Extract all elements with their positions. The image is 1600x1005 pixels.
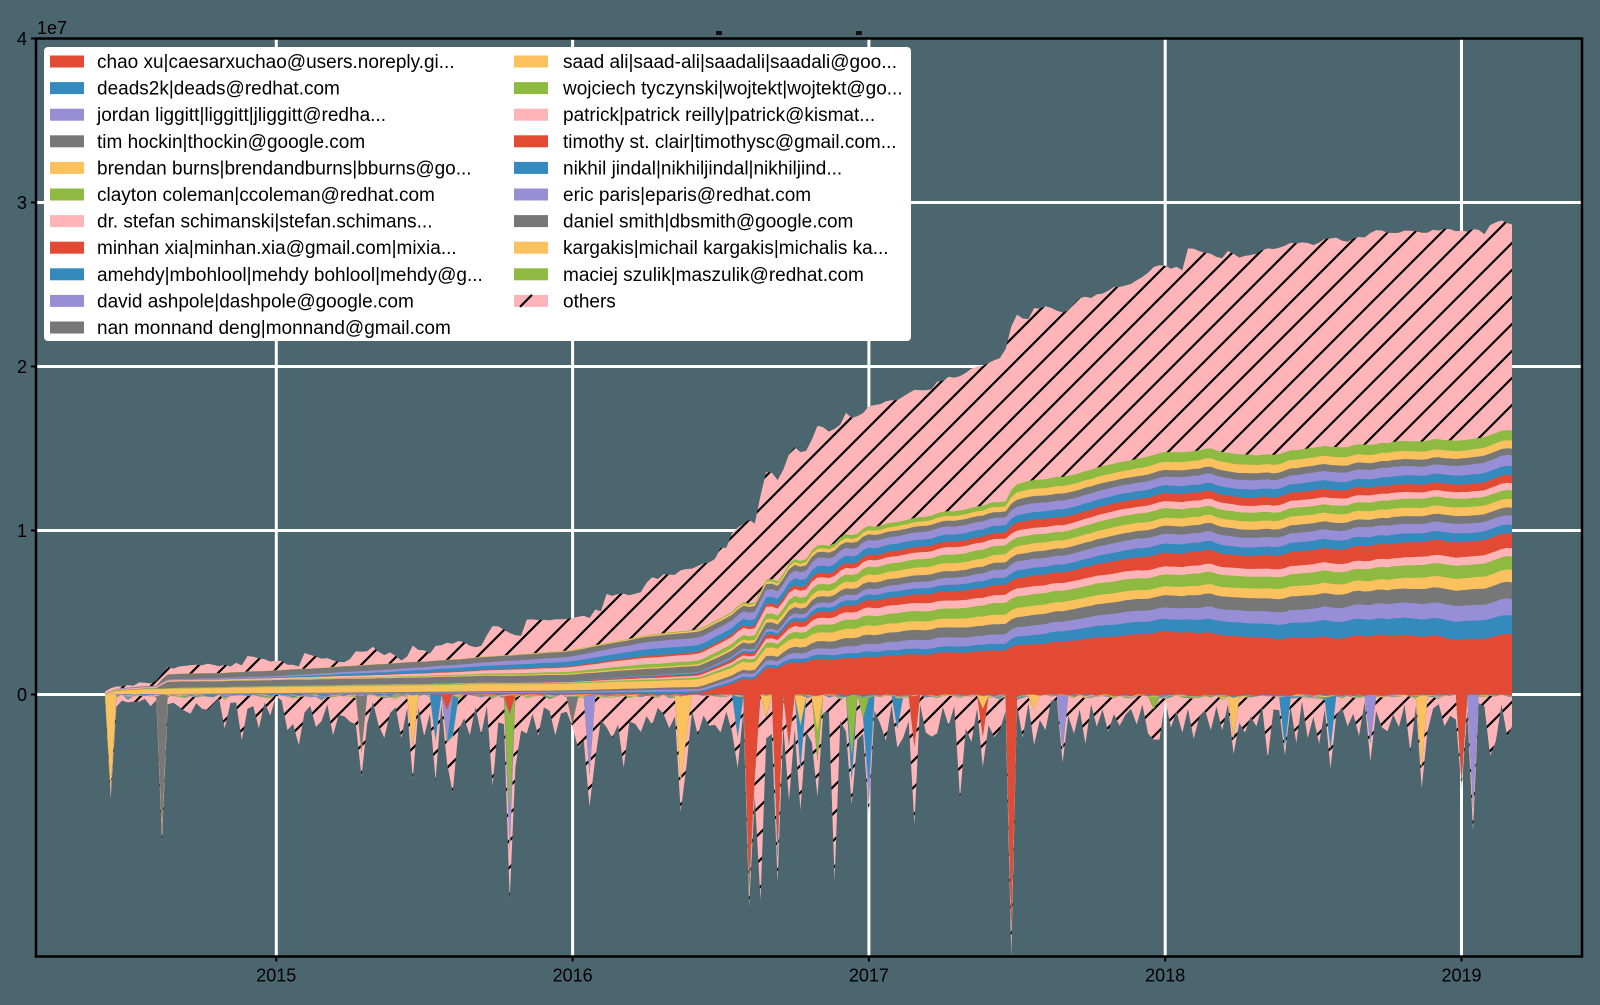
svg-text:patrick|patrick reilly|patrick: patrick|patrick reilly|patrick@kismat... — [563, 105, 875, 126]
svg-text:clayton coleman|ccoleman@redha: clayton coleman|ccoleman@redhat.com — [97, 185, 435, 206]
svg-text:2016: 2016 — [553, 966, 593, 986]
svg-text:tim hockin|thockin@google.com: tim hockin|thockin@google.com — [97, 132, 365, 153]
svg-text:2015: 2015 — [256, 966, 296, 986]
svg-text:nan monnand deng|monnand@gmail: nan monnand deng|monnand@gmail.com — [97, 318, 451, 339]
svg-text:daniel smith|dbsmith@google.co: daniel smith|dbsmith@google.com — [563, 212, 853, 233]
svg-text:brendan burns|brendandburns|bb: brendan burns|brendandburns|bburns@go... — [97, 158, 472, 179]
svg-text:maciej szulik|maszulik@redhat.: maciej szulik|maszulik@redhat.com — [563, 265, 864, 286]
svg-text:kargakis|michail kargakis|mich: kargakis|michail kargakis|michalis ka... — [563, 238, 889, 259]
svg-text:david ashpole|dashpole@google.: david ashpole|dashpole@google.com — [97, 291, 414, 312]
svg-text:dr. stefan schimanski|stefan.s: dr. stefan schimanski|stefan.schimans... — [97, 212, 432, 233]
svg-text:2: 2 — [17, 357, 27, 377]
svg-text:1: 1 — [17, 521, 27, 541]
svg-text:eric paris|eparis@redhat.com: eric paris|eparis@redhat.com — [563, 185, 811, 206]
svg-text:2019: 2019 — [1441, 966, 1481, 986]
svg-text:saad ali|saad-ali|saadali|saad: saad ali|saad-ali|saadali|saadali@goo... — [563, 52, 897, 73]
svg-text:0: 0 — [17, 685, 27, 705]
svg-text:deads2k|deads@redhat.com: deads2k|deads@redhat.com — [97, 79, 340, 100]
svg-text:minhan xia|minhan.xia@gmail.co: minhan xia|minhan.xia@gmail.com|mixia... — [97, 238, 457, 259]
svg-text:nikhil jindal|nikhiljindal|nik: nikhil jindal|nikhiljindal|nikhiljind... — [563, 158, 842, 179]
svg-text:2017: 2017 — [849, 966, 889, 986]
svg-text:amehdy|mbohlool|mehdy bohlool|: amehdy|mbohlool|mehdy bohlool|mehdy@g... — [97, 265, 483, 286]
svg-text:chao xu|caesarxuchao@users.nor: chao xu|caesarxuchao@users.noreply.gi... — [97, 52, 455, 73]
svg-text:timothy st. clair|timothysc@gm: timothy st. clair|timothysc@gmail.com... — [563, 132, 897, 153]
svg-text:others: others — [563, 291, 616, 312]
svg-text:2018: 2018 — [1145, 966, 1185, 986]
svg-text:jordan liggitt|liggitt|jliggit: jordan liggitt|liggitt|jliggitt@redha... — [96, 105, 386, 126]
svg-text:wojciech tyczynski|wojtekt|woj: wojciech tyczynski|wojtekt|wojtekt@go... — [562, 79, 903, 100]
svg-text:1e7: 1e7 — [37, 18, 67, 38]
svg-text:4: 4 — [17, 29, 27, 49]
svg-text:3: 3 — [17, 193, 27, 213]
